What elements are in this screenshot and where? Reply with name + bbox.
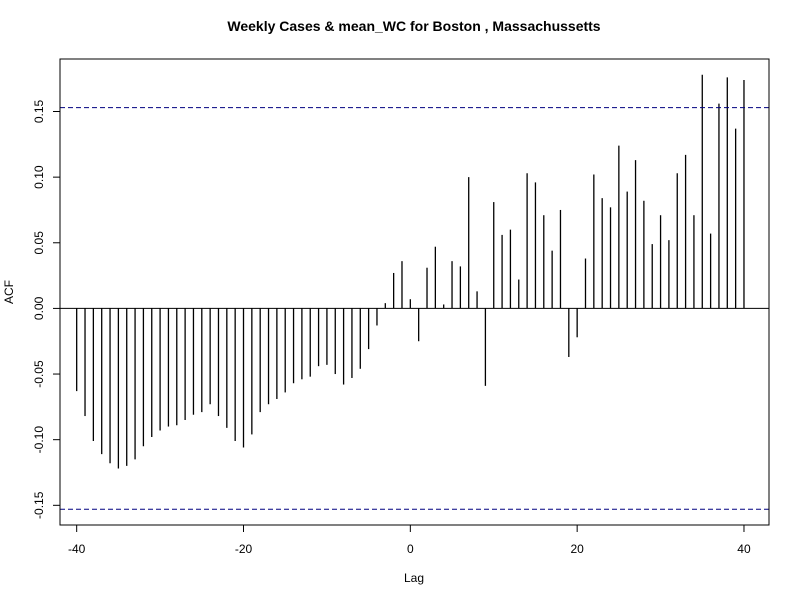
x-tick-label: 40 — [737, 542, 751, 556]
y-axis: -0.15 -0.10 -0.05 0.00 0.05 0.10 0.15 — [32, 100, 61, 519]
x-axis-label: Lag — [404, 571, 424, 585]
y-axis-label: ACF — [2, 280, 16, 304]
plot-frame — [59, 58, 770, 526]
chart-title: Weekly Cases & mean_WC for Boston , Mass… — [227, 18, 600, 34]
x-tick-label: 20 — [570, 542, 584, 556]
y-tick-label: 0.05 — [32, 231, 46, 255]
y-tick-label: 0.00 — [32, 296, 46, 320]
y-tick-label: 0.10 — [32, 165, 46, 189]
acf-bars — [76, 74, 745, 469]
x-tick-label: -40 — [68, 542, 86, 556]
x-axis: -40 -20 0 20 40 — [68, 524, 751, 556]
y-tick-label: -0.05 — [32, 360, 46, 388]
y-tick-label: -0.10 — [32, 426, 46, 454]
y-tick-label: -0.15 — [32, 491, 46, 519]
y-tick-label: 0.15 — [32, 100, 46, 124]
x-tick-label: -20 — [235, 542, 253, 556]
x-tick-label: 0 — [407, 542, 414, 556]
